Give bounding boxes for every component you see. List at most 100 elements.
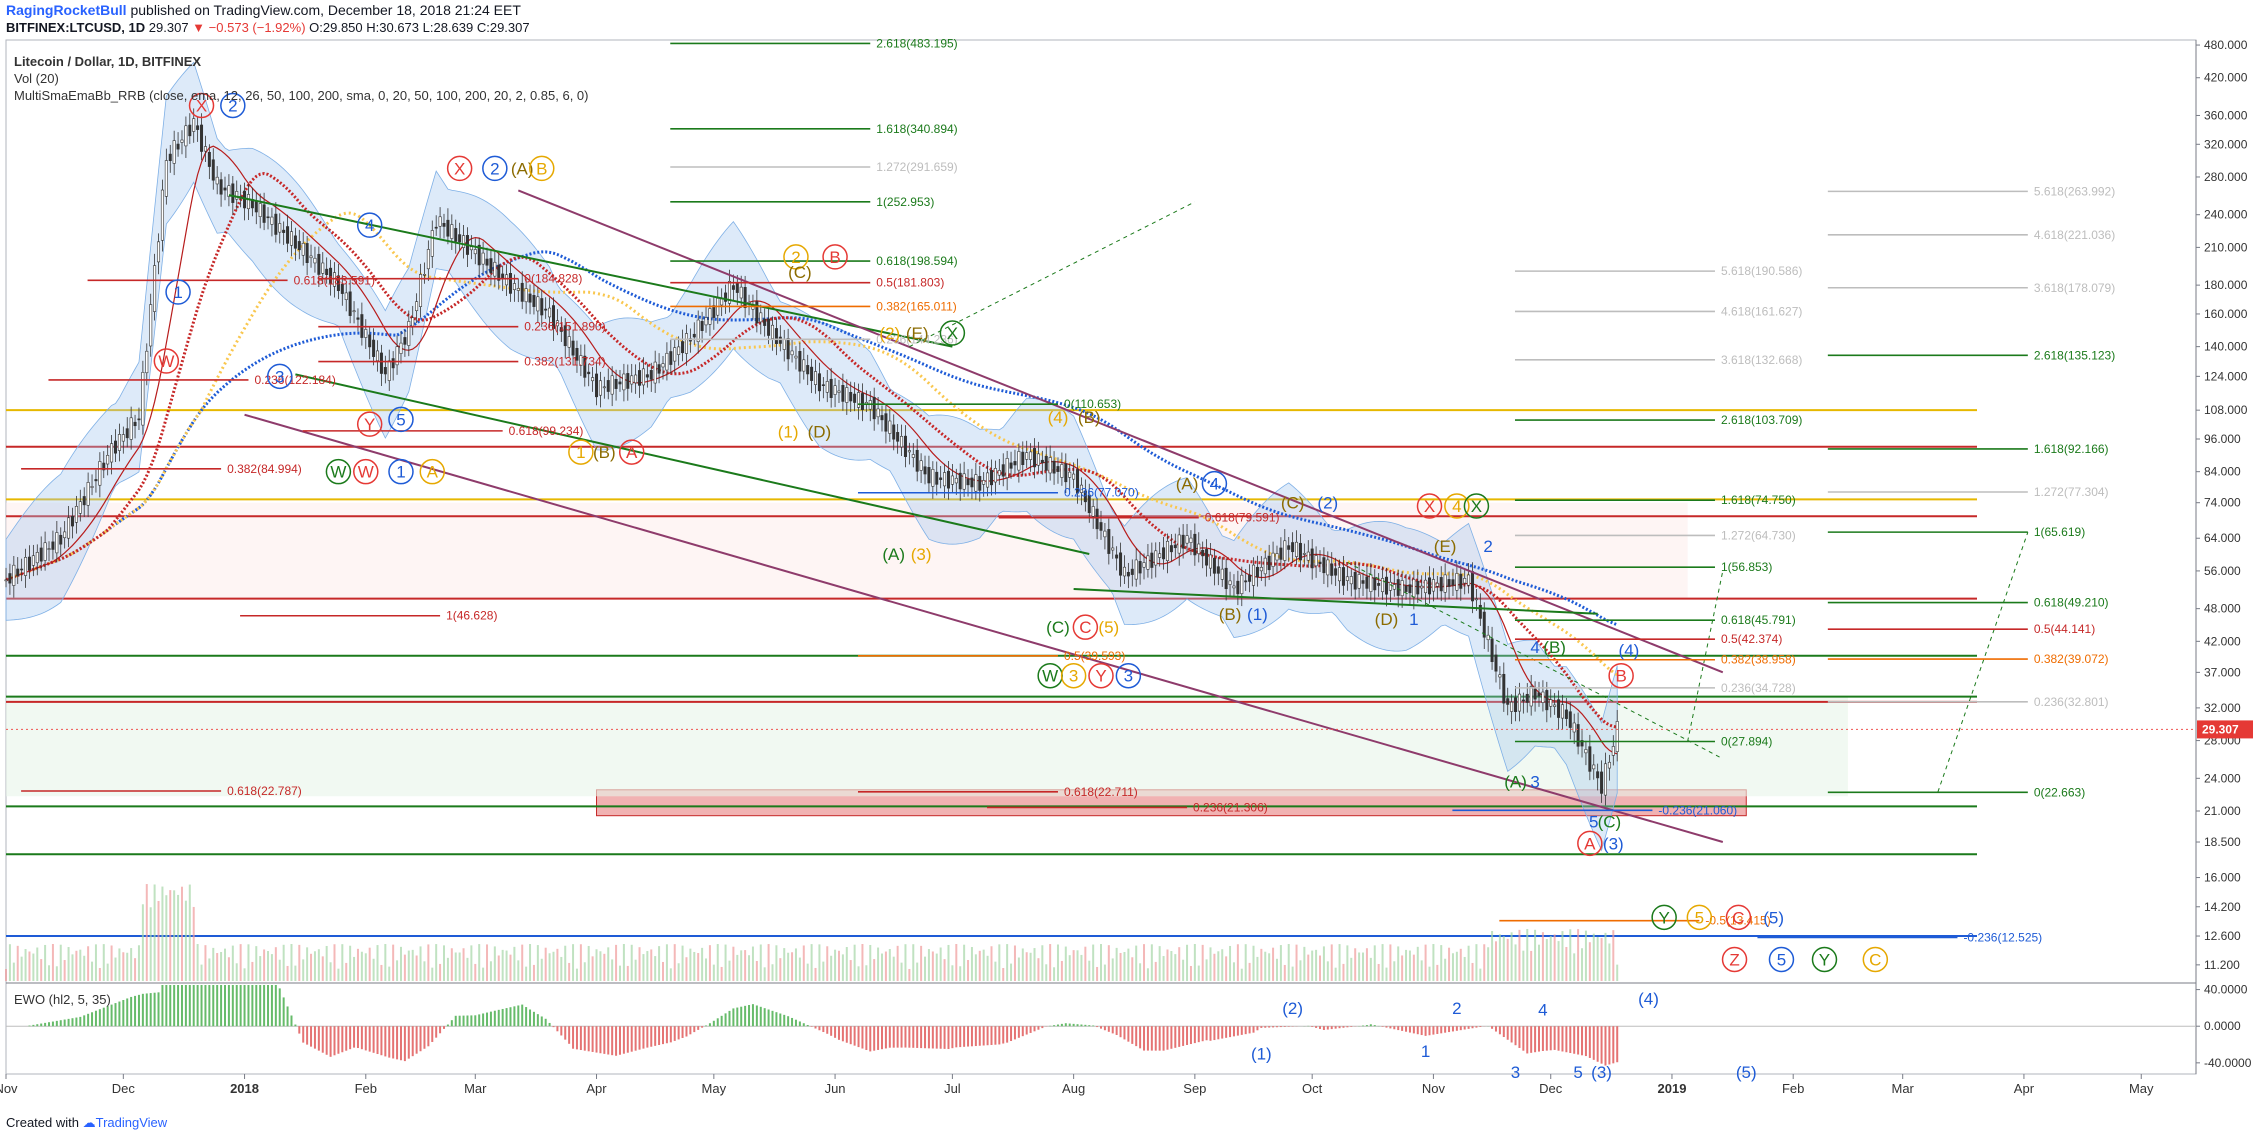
- volume-bar: [169, 890, 172, 981]
- ewo-bar: [227, 985, 230, 1027]
- candle: [1279, 547, 1283, 560]
- candle: [645, 374, 649, 378]
- wave-label: C: [1869, 950, 1881, 969]
- candle: [1091, 506, 1095, 517]
- candle: [1564, 709, 1568, 719]
- candle: [1216, 566, 1220, 574]
- ewo-bar: [71, 1018, 74, 1027]
- ewo-bar: [978, 1026, 981, 1046]
- volume-bar: [1166, 949, 1169, 981]
- volume-bar: [994, 961, 997, 981]
- ewo-bar: [501, 1008, 504, 1027]
- volume-bar: [51, 944, 54, 981]
- volume-bar: [1494, 941, 1497, 981]
- ohlc-values: O:29.850 H:30.673 L:28.639 C:29.307: [309, 20, 530, 35]
- volume-bar: [1303, 946, 1306, 981]
- wave-label-circle: [783, 244, 809, 270]
- ewo-bar: [638, 1026, 641, 1050]
- volume-bar: [525, 966, 528, 981]
- ewo-bar: [486, 1012, 489, 1027]
- wave-label: 4: [1530, 638, 1539, 657]
- candle: [200, 124, 204, 152]
- wave-label: W: [330, 463, 346, 482]
- candle: [411, 317, 415, 327]
- wave-label: W: [1042, 667, 1058, 686]
- candle: [806, 365, 810, 375]
- ewo-bar: [1373, 1025, 1376, 1027]
- volume-bar: [1041, 945, 1044, 981]
- ewo-bar: [177, 985, 180, 1027]
- candle: [246, 194, 250, 210]
- ewo-bar: [1502, 1026, 1505, 1038]
- ewo-bar: [51, 1021, 54, 1027]
- ewo-bar: [908, 1026, 911, 1048]
- fib-level-label: -0.236(12.525): [1963, 930, 2042, 944]
- volume-bar: [591, 956, 594, 981]
- wave-label: (3): [911, 545, 932, 564]
- candle: [1451, 579, 1455, 586]
- candle: [1439, 577, 1443, 592]
- volume-bar: [1033, 948, 1036, 981]
- ewo-bar: [1197, 1026, 1200, 1043]
- candle: [1369, 574, 1373, 592]
- last-price-text: 29.307: [2202, 722, 2239, 736]
- ewo-bar: [583, 1026, 586, 1051]
- x-tick-label: Oct: [1302, 1081, 1323, 1096]
- volume-bar: [1060, 960, 1063, 981]
- candle: [1341, 567, 1345, 586]
- volume-bar: [837, 950, 840, 981]
- volume-bar: [1236, 944, 1239, 981]
- wave-label: X: [1424, 497, 1435, 516]
- candle: [497, 264, 501, 281]
- ewo-bar: [1436, 1026, 1439, 1034]
- volume-bar: [1260, 948, 1263, 981]
- volume-bar: [955, 944, 958, 981]
- ewo-bar: [1448, 1026, 1451, 1033]
- ewo-bar: [1604, 1026, 1607, 1066]
- ewo-bar: [415, 1026, 418, 1054]
- ewo-bar: [157, 992, 160, 1027]
- volume-bar: [227, 957, 230, 981]
- ewo-bar: [1385, 1026, 1388, 1028]
- wave-label: (B): [593, 443, 616, 462]
- fib-level-label: 1.618(92.166): [2034, 442, 2109, 456]
- author-link[interactable]: RagingRocketBull: [6, 2, 127, 18]
- candle: [727, 281, 731, 304]
- candle: [1162, 547, 1166, 560]
- candle: [1072, 473, 1076, 480]
- candle: [763, 318, 767, 326]
- candle: [196, 125, 200, 130]
- ewo-bar: [517, 1005, 520, 1027]
- candle: [94, 479, 98, 482]
- volume-bar: [1565, 946, 1568, 981]
- fib-level-label: 0.236(32.801): [2034, 695, 2109, 709]
- candle: [583, 355, 587, 378]
- candle: [114, 440, 118, 454]
- ewo-bar: [1236, 1026, 1239, 1036]
- candle: [1443, 574, 1447, 593]
- volume-bar: [337, 968, 340, 981]
- candle: [1252, 564, 1256, 586]
- ewo-bar: [556, 1026, 559, 1032]
- volume-bar: [892, 956, 895, 981]
- footer-brand[interactable]: TradingView: [95, 1115, 168, 1130]
- candle: [110, 443, 114, 463]
- candle: [970, 477, 974, 488]
- candle: [982, 480, 986, 485]
- volume-bar: [1174, 954, 1177, 981]
- candle: [712, 305, 716, 318]
- candle: [8, 573, 12, 584]
- candle: [966, 478, 970, 486]
- fib-level-label: 0.618(22.711): [1064, 785, 1138, 799]
- candle: [1537, 692, 1541, 697]
- candle: [677, 346, 681, 355]
- volume-bar: [818, 944, 821, 981]
- candle: [536, 296, 540, 312]
- candle: [1549, 699, 1553, 707]
- ewo-bar: [1596, 1026, 1599, 1062]
- candle: [1287, 545, 1291, 550]
- fib-level-label: 1.272(77.304): [2034, 485, 2109, 499]
- volume-bar: [908, 968, 911, 981]
- candle: [368, 334, 372, 348]
